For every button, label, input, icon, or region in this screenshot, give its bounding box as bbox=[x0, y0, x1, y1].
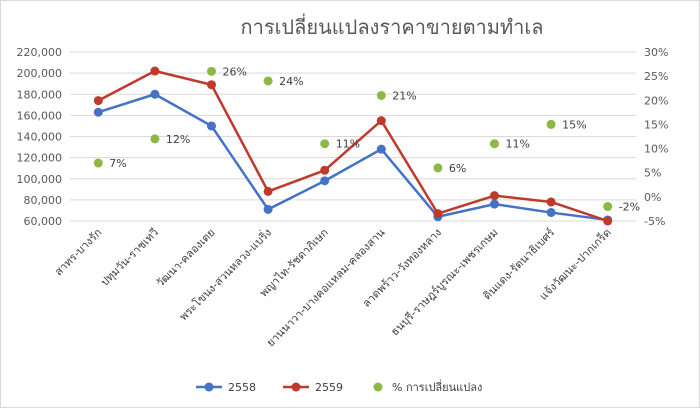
gridlines bbox=[70, 51, 636, 222]
percent-change-point bbox=[376, 90, 386, 100]
percent-change-point bbox=[490, 139, 499, 149]
percent-data-label: 11% bbox=[336, 138, 360, 151]
legend: 2558 2559 % การเปลี่ยนแปลง bbox=[196, 379, 482, 394]
percent-data-label: 24% bbox=[279, 75, 303, 88]
series-point-2559 bbox=[93, 96, 103, 106]
series-point-2558 bbox=[376, 144, 386, 154]
percent-change-point bbox=[263, 76, 273, 86]
left-tick-label: 160,000 bbox=[17, 109, 63, 122]
series-layer bbox=[93, 66, 613, 226]
right-tick-label: 5% bbox=[644, 167, 661, 180]
right-tick-label: 10% bbox=[644, 143, 668, 156]
left-tick-label: 100,000 bbox=[17, 173, 63, 186]
percent-data-label: 7% bbox=[109, 157, 126, 170]
series-point-2558 bbox=[207, 121, 216, 131]
right-tick-label: 0% bbox=[644, 191, 661, 204]
series-point-2558 bbox=[490, 199, 499, 209]
data-labels: 7% 12% 26% 24% 11% 21% 6% 11% 15% -2% bbox=[109, 65, 640, 213]
percent-change-point bbox=[207, 66, 216, 76]
percent-change-point bbox=[150, 134, 160, 144]
left-tick-label: 120,000 bbox=[17, 152, 63, 165]
series-point-2559 bbox=[376, 116, 386, 126]
legend-marker-percent-change bbox=[373, 382, 383, 392]
series-point-2558 bbox=[263, 204, 273, 214]
series-line-2558 bbox=[97, 93, 608, 222]
legend-marker-2559 bbox=[291, 382, 301, 392]
percent-change-point bbox=[320, 139, 330, 149]
legend-item-percent-change: % การเปลี่ยนแปลง bbox=[373, 379, 482, 394]
right-tick-label: -5% bbox=[644, 215, 665, 228]
series-point-2559 bbox=[603, 216, 613, 226]
percent-data-label: 6% bbox=[449, 162, 466, 175]
series-point-2559 bbox=[263, 186, 273, 196]
percent-change-point bbox=[603, 202, 613, 212]
left-tick-label: 140,000 bbox=[17, 131, 63, 144]
percent-change-point bbox=[546, 119, 556, 129]
percent-data-label: -2% bbox=[619, 201, 640, 214]
right-tick-label: 30% bbox=[644, 46, 668, 59]
series-line-2559 bbox=[97, 69, 609, 223]
left-tick-label: 180,000 bbox=[17, 88, 63, 101]
series-point-2559 bbox=[546, 197, 556, 207]
left-tick-label: 220,000 bbox=[17, 46, 63, 59]
percent-change-point bbox=[433, 163, 443, 173]
series-point-2559 bbox=[320, 165, 330, 175]
series-point-2559 bbox=[433, 209, 443, 219]
left-tick-label: 200,000 bbox=[17, 67, 63, 80]
percent-data-label: 15% bbox=[562, 118, 586, 131]
right-tick-label: 15% bbox=[644, 118, 668, 131]
percent-data-label: 26% bbox=[223, 65, 247, 78]
legend-marker-2558 bbox=[204, 382, 214, 392]
series-point-2559 bbox=[150, 66, 160, 76]
series-point-2558 bbox=[320, 176, 330, 186]
series-point-2558 bbox=[150, 89, 160, 99]
chart-title: การเปลี่ยนแปลงราคาขายตามทำเล bbox=[241, 13, 544, 39]
series-point-2559 bbox=[207, 80, 216, 90]
legend-item-2558: 2558 bbox=[196, 381, 256, 394]
left-tick-label: 60,000 bbox=[24, 215, 63, 228]
right-tick-label: 20% bbox=[644, 94, 668, 107]
series-point-2559 bbox=[490, 191, 499, 201]
percent-change-point bbox=[93, 158, 103, 168]
percent-data-label: 21% bbox=[392, 89, 416, 102]
percent-data-label: 12% bbox=[166, 133, 190, 146]
percent-data-label: 11% bbox=[506, 138, 530, 151]
right-tick-label: 25% bbox=[644, 70, 668, 83]
legend-label-2558: 2558 bbox=[228, 381, 256, 394]
legend-label-2559: 2559 bbox=[315, 381, 343, 394]
left-axis: 60,000 80,000 100,000 120,000 140,000 160,000… bbox=[17, 46, 63, 228]
series-point-2558 bbox=[93, 107, 103, 117]
legend-item-2559: 2559 bbox=[283, 381, 343, 394]
left-tick-label: 80,000 bbox=[24, 194, 63, 207]
series-point-2558 bbox=[546, 208, 556, 218]
right-axis: -5% 0% 5% 10% 15% 20% 25% 30% bbox=[644, 46, 668, 228]
legend-label-percent-change: % การเปลี่ยนแปลง bbox=[392, 379, 482, 394]
